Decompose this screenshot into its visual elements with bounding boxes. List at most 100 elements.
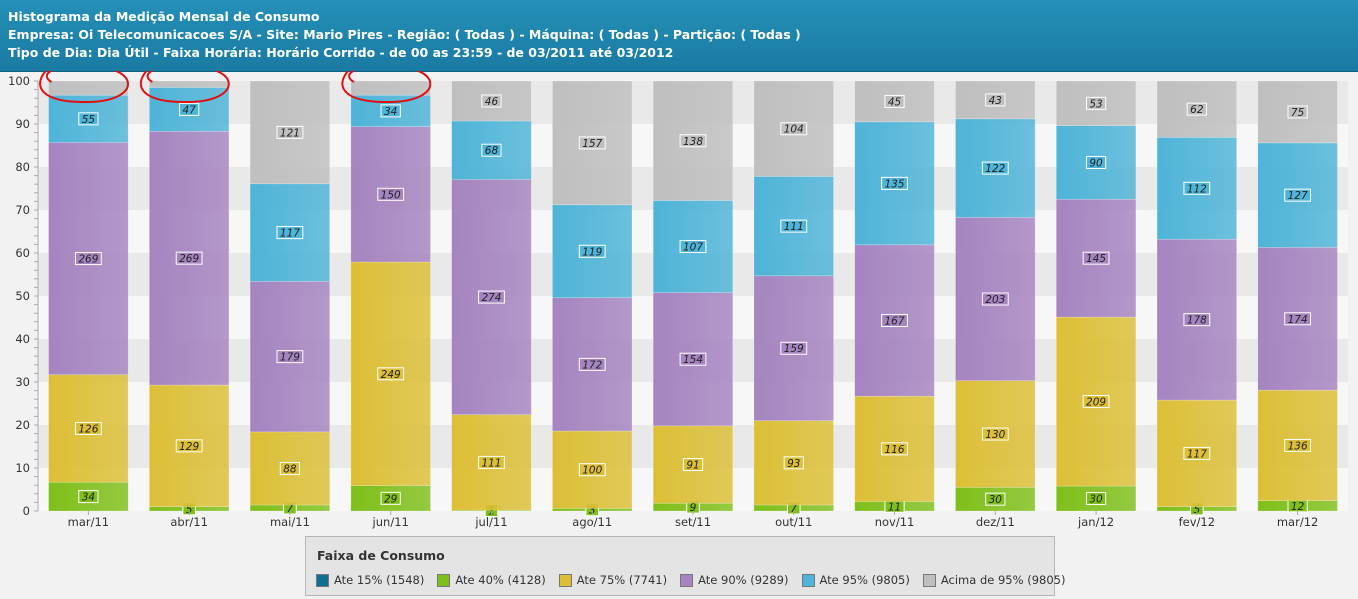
legend-item[interactable]: Ate 15% (1548) bbox=[316, 573, 424, 587]
x-tick-label: mar/11 bbox=[68, 515, 110, 529]
data-label: 174 bbox=[1288, 314, 1308, 326]
data-label: 7 bbox=[790, 503, 797, 515]
data-label-box bbox=[1183, 313, 1211, 327]
x-tick-label: jun/11 bbox=[372, 515, 409, 529]
data-label-box bbox=[1284, 312, 1312, 326]
data-label-box bbox=[682, 458, 704, 472]
data-label-box bbox=[679, 134, 707, 148]
legend-label: Ate 95% (9805) bbox=[819, 573, 910, 587]
data-label: 145 bbox=[1086, 253, 1106, 265]
data-label: 11 bbox=[888, 501, 901, 513]
data-label: 47 bbox=[182, 104, 196, 116]
data-label-box bbox=[578, 136, 606, 150]
legend-item[interactable]: Ate 75% (7741) bbox=[558, 573, 668, 587]
data-label: 203 bbox=[985, 294, 1005, 306]
data-label: 135 bbox=[885, 178, 905, 190]
data-label-box bbox=[981, 292, 1009, 306]
data-label: 75 bbox=[1291, 107, 1305, 119]
data-label: 88 bbox=[283, 463, 297, 475]
data-label: 269 bbox=[78, 254, 98, 266]
chart-svg: 0 10 20 30 40 50 60 70 80 90 100 34 126 269 55 mar/11 5 1… bbox=[8, 64, 1348, 529]
data-label: 111 bbox=[481, 457, 501, 469]
data-label: 249 bbox=[381, 369, 401, 381]
data-label: 104 bbox=[784, 124, 804, 136]
data-label: 154 bbox=[683, 354, 703, 366]
data-label: 172 bbox=[582, 359, 602, 371]
data-label-box bbox=[578, 357, 606, 371]
legend-item[interactable]: Ate 40% (4128) bbox=[437, 573, 546, 587]
data-label: 9 bbox=[690, 502, 697, 514]
data-label-box bbox=[985, 93, 1006, 107]
data-label: 117 bbox=[280, 228, 300, 240]
x-tick-label: dez/11 bbox=[976, 515, 1015, 529]
report-title: Histograma da Medição Mensal de Consumo bbox=[8, 9, 320, 24]
legend-label: Ate 75% (7741) bbox=[576, 573, 668, 587]
data-label: 43 bbox=[989, 95, 1002, 107]
data-label: 62 bbox=[1190, 104, 1204, 116]
data-label-box bbox=[74, 252, 102, 266]
y-tick-label: 30 bbox=[15, 375, 30, 389]
data-label: 93 bbox=[787, 458, 800, 470]
x-tick-label: jan/12 bbox=[1077, 515, 1114, 529]
data-label-box bbox=[1284, 188, 1312, 202]
report-filter-line: Empresa: Oi Telecomunicacoes S/A - Site:… bbox=[8, 27, 801, 42]
data-label-box bbox=[175, 439, 203, 453]
data-label-box bbox=[985, 492, 1006, 506]
data-label-box bbox=[1085, 155, 1107, 169]
y-tick-label: 0 bbox=[23, 504, 30, 518]
histogram-chart: 0 10 20 30 40 50 60 70 80 90 100 34 126 269 55 mar/11 5 1… bbox=[0, 64, 1358, 531]
data-label-box bbox=[478, 455, 505, 469]
data-label-box bbox=[74, 421, 102, 435]
data-label: 3 bbox=[589, 505, 596, 517]
bar-segment bbox=[149, 80, 230, 88]
data-label-box bbox=[1085, 96, 1107, 110]
y-tick-label: 70 bbox=[15, 203, 30, 217]
x-tick-label: nov/11 bbox=[875, 515, 915, 529]
data-label: 30 bbox=[1089, 494, 1103, 506]
data-label: 167 bbox=[885, 316, 905, 328]
data-label: 45 bbox=[888, 96, 902, 108]
data-label-box bbox=[783, 456, 804, 470]
data-label: 34 bbox=[82, 492, 95, 504]
legend-item[interactable]: Ate 90% (9289) bbox=[680, 573, 789, 587]
legend-item[interactable]: Ate 95% (9805) bbox=[801, 573, 910, 587]
data-label: 179 bbox=[280, 352, 300, 364]
y-tick-label: 90 bbox=[15, 117, 30, 131]
data-label-box bbox=[276, 226, 304, 240]
x-tick-label: abr/11 bbox=[170, 515, 208, 529]
legend-item[interactable]: Acima de 95% (9805) bbox=[922, 573, 1065, 587]
legend-title: Faixa de Consumo bbox=[317, 548, 445, 563]
data-label-box bbox=[1082, 395, 1110, 409]
data-label: 68 bbox=[485, 145, 499, 157]
data-label: 209 bbox=[1086, 397, 1106, 409]
data-label-box bbox=[276, 350, 304, 364]
x-tick-label: jul/11 bbox=[474, 515, 507, 529]
data-label-box bbox=[578, 463, 606, 477]
data-label: 46 bbox=[485, 96, 499, 108]
data-label-box bbox=[481, 94, 502, 108]
data-label: 136 bbox=[1288, 440, 1308, 452]
data-label: 7 bbox=[287, 503, 294, 515]
data-label-box bbox=[78, 490, 99, 504]
y-tick-label: 40 bbox=[15, 332, 30, 346]
data-label: 119 bbox=[582, 246, 602, 258]
data-label-box bbox=[679, 240, 707, 254]
data-label-box bbox=[981, 161, 1009, 175]
data-label-box bbox=[1186, 102, 1207, 116]
data-label-box bbox=[279, 461, 301, 475]
data-label-box bbox=[1183, 446, 1211, 460]
data-label: 117 bbox=[1187, 448, 1207, 460]
data-label: 111 bbox=[784, 221, 804, 233]
data-label: 116 bbox=[885, 444, 905, 456]
data-label: 91 bbox=[686, 460, 699, 472]
legend-swatch bbox=[680, 573, 694, 587]
data-label: 12 bbox=[1291, 501, 1305, 513]
data-label: 269 bbox=[179, 253, 199, 265]
data-label: 150 bbox=[381, 189, 401, 201]
legend-swatch bbox=[801, 573, 815, 587]
data-label-box bbox=[1284, 438, 1312, 452]
data-label: 90 bbox=[1089, 157, 1103, 169]
data-label: 55 bbox=[82, 114, 96, 126]
data-label-box bbox=[380, 491, 401, 505]
data-label-box bbox=[780, 219, 808, 233]
